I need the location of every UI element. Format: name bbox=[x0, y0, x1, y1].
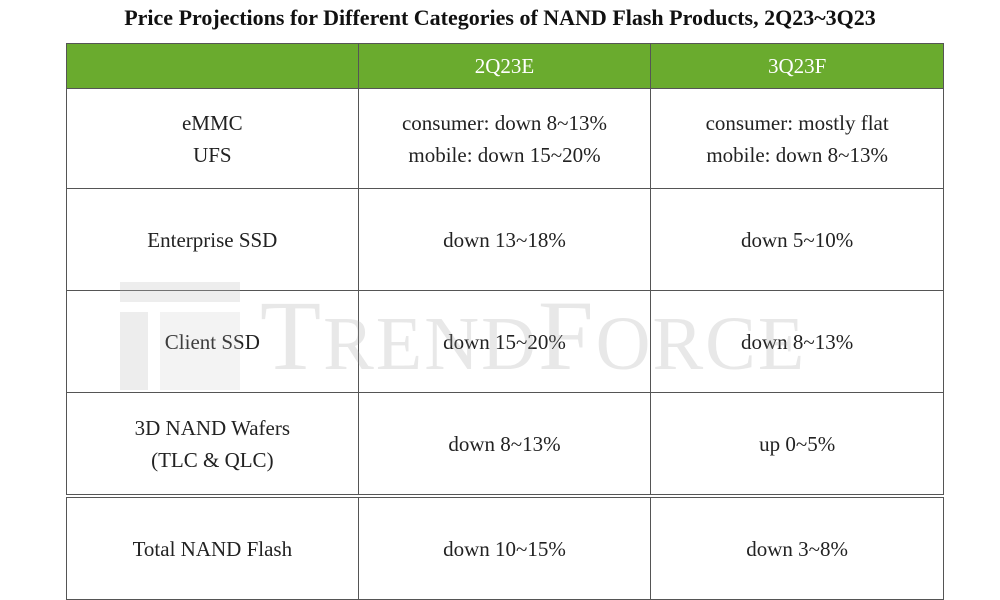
table-row: eMMC UFS consumer: down 8~13% mobile: do… bbox=[66, 88, 944, 189]
q3-line: mobile: down 8~13% bbox=[706, 142, 888, 167]
q3-line: up 0~5% bbox=[759, 431, 836, 456]
category-line: (TLC & QLC) bbox=[151, 447, 274, 472]
q2-line: down 8~13% bbox=[448, 431, 561, 456]
q2-cell: down 15~20% bbox=[357, 290, 652, 393]
category-cell: Client SSD bbox=[66, 290, 359, 393]
table-row: 3D NAND Wafers (TLC & QLC) down 8~13% up… bbox=[66, 392, 944, 497]
category-line: eMMC bbox=[181, 110, 243, 135]
q3-cell: down 5~10% bbox=[650, 188, 944, 291]
category-cell: eMMC UFS bbox=[66, 88, 359, 189]
q2-line: consumer: down 8~13% bbox=[401, 110, 607, 135]
table-title: Price Projections for Different Categori… bbox=[124, 5, 876, 30]
category-line: Enterprise SSD bbox=[147, 227, 278, 252]
q2-cell: down 10~15% bbox=[357, 494, 652, 600]
category-line: 3D NAND Wafers bbox=[134, 415, 291, 440]
q3-line: consumer: mostly flat bbox=[705, 110, 889, 135]
q3-line: down 3~8% bbox=[746, 536, 849, 561]
q2-line: down 10~15% bbox=[443, 536, 566, 561]
q2-cell: consumer: down 8~13% mobile: down 15~20% bbox=[357, 88, 652, 189]
category-cell: 3D NAND Wafers (TLC & QLC) bbox=[66, 392, 359, 497]
category-cell: Enterprise SSD bbox=[66, 188, 359, 291]
q2-cell: down 8~13% bbox=[357, 392, 652, 497]
table-row: Client SSD down 15~20% down 8~13% bbox=[66, 290, 944, 393]
category-cell: Total NAND Flash bbox=[66, 494, 359, 600]
header-3q23f: 3Q23F bbox=[650, 43, 944, 89]
header-row: 2Q23E 3Q23F bbox=[66, 43, 944, 89]
q3-cell: down 8~13% bbox=[650, 290, 944, 393]
category-line: Total NAND Flash bbox=[132, 536, 293, 561]
header-category bbox=[66, 43, 359, 89]
q3-line: down 8~13% bbox=[741, 329, 854, 354]
category-line: UFS bbox=[193, 142, 232, 167]
q3-cell: up 0~5% bbox=[650, 392, 944, 497]
q2-line: mobile: down 15~20% bbox=[408, 142, 601, 167]
q2-line: down 13~18% bbox=[443, 227, 566, 252]
price-projection-table: 2Q23E 3Q23F eMMC UFS consumer: down 8~13… bbox=[66, 43, 944, 600]
q3-cell: down 3~8% bbox=[650, 494, 944, 600]
category-line: Client SSD bbox=[164, 329, 260, 354]
q2-line: down 15~20% bbox=[443, 329, 566, 354]
q3-line: down 5~10% bbox=[741, 227, 854, 252]
table-row-total: Total NAND Flash down 10~15% down 3~8% bbox=[66, 494, 944, 600]
header-2q23e: 2Q23E bbox=[357, 43, 652, 89]
q3-cell: consumer: mostly flat mobile: down 8~13% bbox=[650, 88, 944, 189]
q2-cell: down 13~18% bbox=[357, 188, 652, 291]
table-row: Enterprise SSD down 13~18% down 5~10% bbox=[66, 188, 944, 291]
